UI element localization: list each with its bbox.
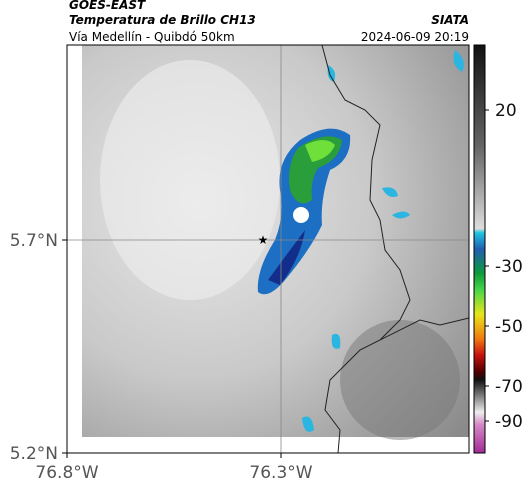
colorbar-label: -70 <box>495 377 523 397</box>
route: Vía Medellín - Quibdó 50km <box>69 30 235 44</box>
product: Temperatura de Brillo CH13 <box>69 13 256 27</box>
datetime: 2024-06-09 20:19 <box>361 30 469 44</box>
convective-cloud <box>268 230 305 285</box>
cloud <box>340 320 460 440</box>
location-marker: ★ <box>258 233 269 247</box>
colorbar-label: -30 <box>495 257 523 277</box>
cold-core <box>305 140 335 162</box>
source: GOES-EAST <box>69 0 146 12</box>
lon-label: 76.3°W <box>249 463 312 483</box>
map: ★ 5.7°N 5.2°N 76.8°W 76.3°W <box>10 44 470 483</box>
lat-label: 5.2°N <box>10 444 58 464</box>
warm-spot <box>293 207 309 223</box>
colorbar-scale <box>473 44 486 454</box>
lon-label: 76.8°W <box>35 463 98 483</box>
header: GOES-EAST Temperatura de Brillo CH13 Vía… <box>69 0 469 44</box>
colorbar-label: -90 <box>495 412 523 432</box>
map-border <box>66 44 470 454</box>
border <box>379 317 470 341</box>
lat-label: 5.7°N <box>10 231 58 251</box>
org: SIATA <box>431 13 469 27</box>
colorbar-label: -50 <box>495 317 523 337</box>
border <box>321 44 411 454</box>
colorbar: 20 -30 -50 -70 -90 <box>473 44 523 454</box>
colorbar-label: 20 <box>495 101 517 121</box>
cloud <box>100 60 280 300</box>
